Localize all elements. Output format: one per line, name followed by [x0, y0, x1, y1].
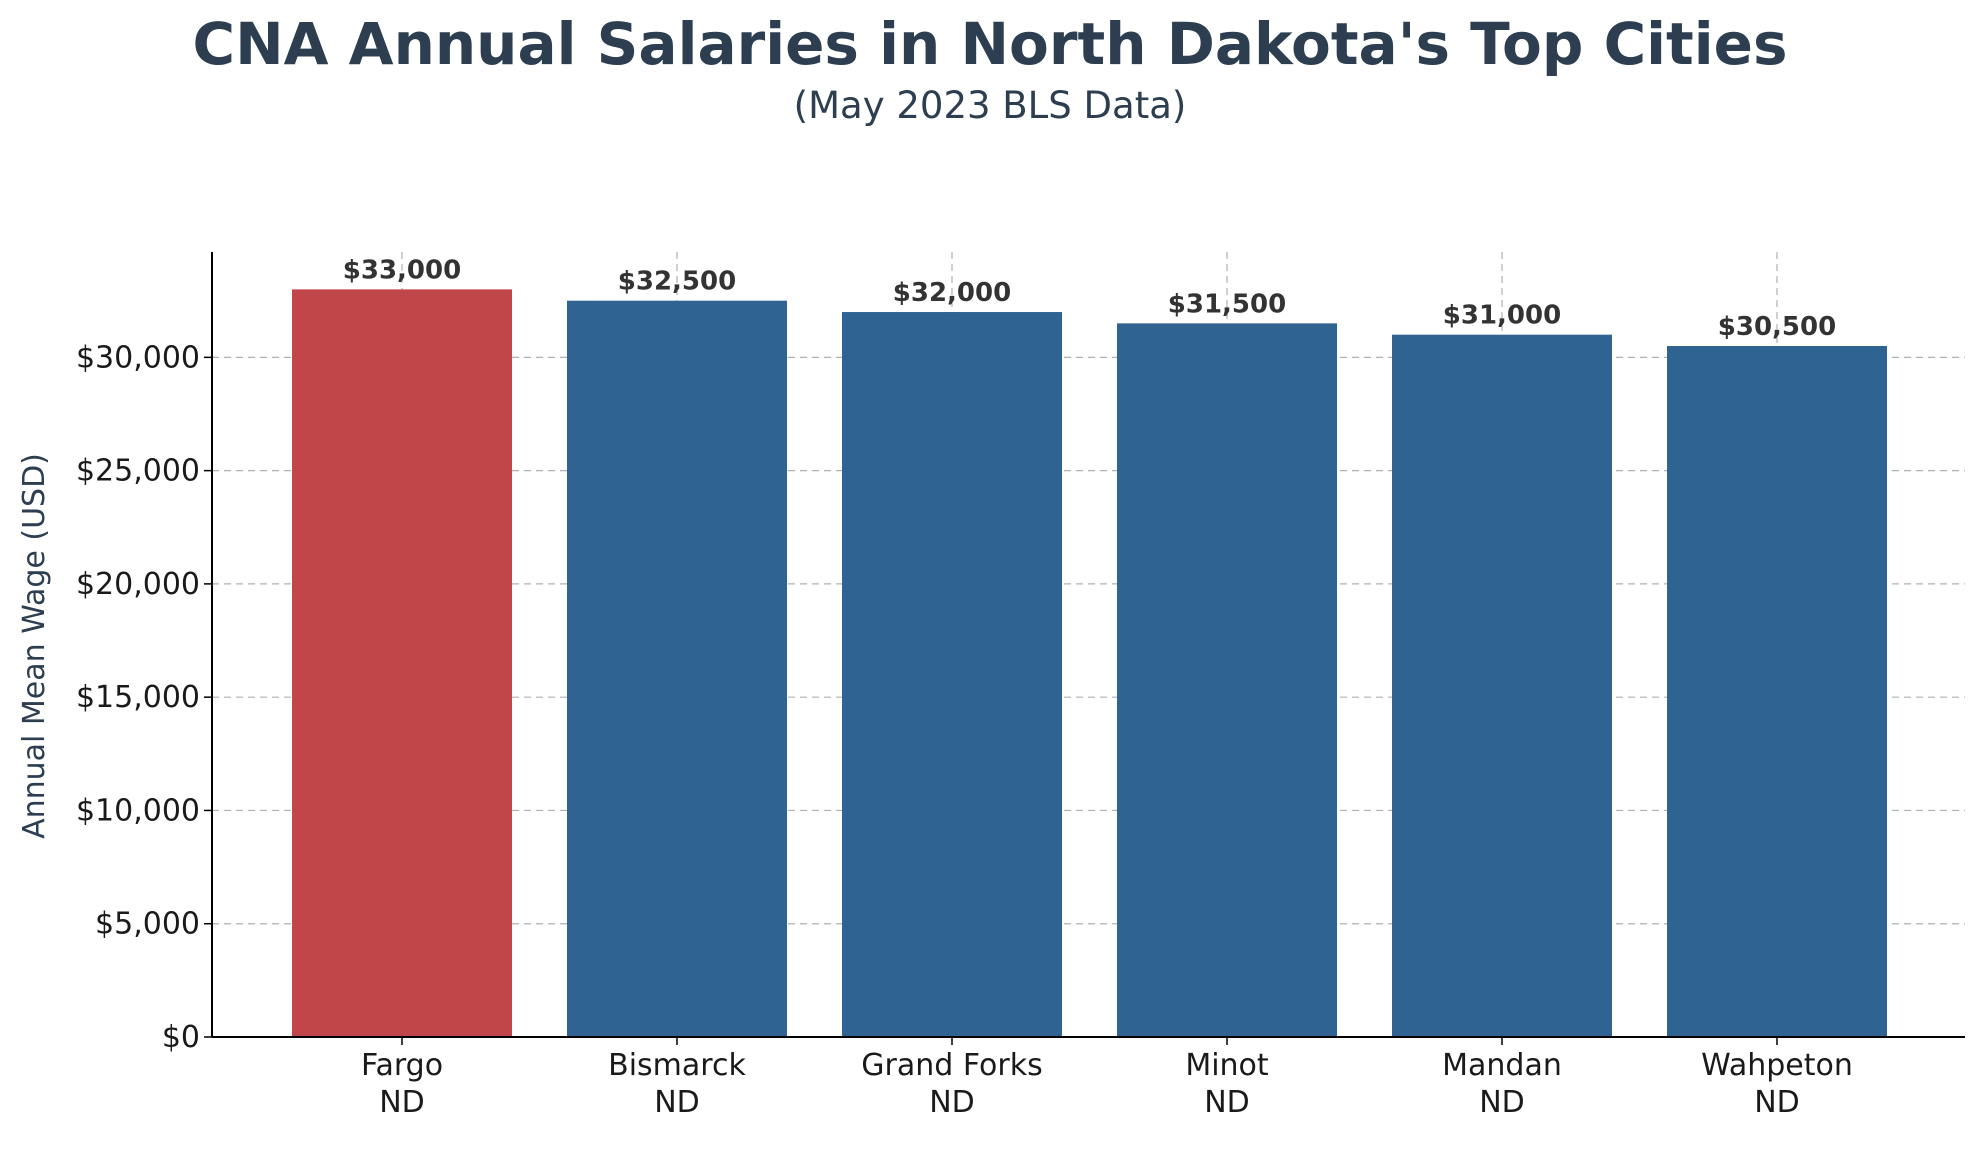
- x-tick-label-line: Mandan: [1442, 1048, 1562, 1083]
- axes: [204, 252, 1965, 1045]
- bar-value-label: $31,000: [1443, 301, 1561, 331]
- y-tick-label: $10,000: [76, 793, 200, 828]
- x-tick-label-line: ND: [654, 1085, 700, 1120]
- x-tick-label-line: ND: [929, 1085, 975, 1120]
- x-tick-label: Fargo ND: [361, 1048, 443, 1120]
- y-axis-label: Annual Mean Wage (USD): [17, 453, 52, 839]
- chart-title: CNA Annual Salaries in North Dakota's To…: [193, 10, 1788, 78]
- x-tick-label: Bismarck ND: [608, 1048, 746, 1120]
- bar-value-label: $31,500: [1168, 289, 1286, 319]
- y-tick-label: $30,000: [76, 340, 200, 375]
- y-tick-label: $20,000: [76, 567, 200, 602]
- bar-value-label: $33,000: [343, 255, 461, 285]
- bar-bismarck: [567, 300, 787, 1038]
- bar-minot: [1117, 323, 1337, 1037]
- x-tick-label-line: Bismarck: [608, 1048, 746, 1083]
- x-tick-label-line: Minot: [1185, 1048, 1269, 1083]
- bar-grand-forks: [842, 312, 1062, 1037]
- data-labels: $33,000 $32,500 $32,000 $31,500 $31,000 $30,5…: [343, 255, 1836, 342]
- x-tick-label-line: Wahpeton: [1701, 1048, 1853, 1083]
- tick-labels: $0 $5,000 $10,000 $15,000 $20,000 $25,000 $30,…: [76, 340, 1853, 1120]
- x-tick-label: Grand Forks ND: [861, 1048, 1042, 1120]
- bars: [292, 289, 1887, 1038]
- y-tick-label: $25,000: [76, 454, 200, 489]
- x-tick-label: Wahpeton ND: [1701, 1048, 1853, 1120]
- chart-subtitle: (May 2023 BLS Data): [794, 84, 1187, 127]
- bar-mandan: [1392, 334, 1612, 1038]
- x-tick-label-line: Fargo: [361, 1048, 443, 1083]
- bar-value-label: $30,500: [1718, 312, 1836, 342]
- bar-value-label: $32,500: [618, 267, 736, 297]
- x-tick-label-line: ND: [1754, 1085, 1800, 1120]
- x-tick-label-line: ND: [379, 1085, 425, 1120]
- x-tick-label-line: Grand Forks: [861, 1048, 1042, 1083]
- x-tick-label: Minot ND: [1185, 1048, 1269, 1120]
- bar-wahpeton: [1667, 346, 1887, 1037]
- bar-value-label: $32,000: [893, 278, 1011, 308]
- x-tick-label-line: ND: [1479, 1085, 1525, 1120]
- x-tick-label: Mandan ND: [1442, 1048, 1562, 1120]
- x-tick-label-line: ND: [1204, 1085, 1250, 1120]
- y-tick-label: $0: [162, 1020, 200, 1055]
- bar-fargo: [292, 289, 512, 1037]
- y-tick-label: $5,000: [95, 907, 200, 942]
- y-tick-label: $15,000: [76, 680, 200, 715]
